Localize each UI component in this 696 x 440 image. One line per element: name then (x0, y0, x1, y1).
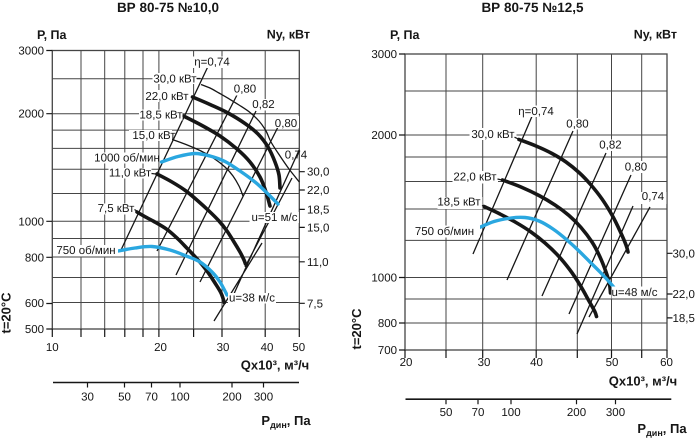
svg-text:50: 50 (292, 342, 305, 354)
svg-text:600: 600 (25, 298, 44, 310)
svg-text:50: 50 (440, 407, 453, 419)
svg-text:1000: 1000 (18, 216, 44, 228)
svg-text:15,0 кВт: 15,0 кВт (132, 130, 176, 142)
svg-text:3000: 3000 (18, 46, 44, 58)
svg-text:40: 40 (530, 357, 543, 369)
svg-text:300: 300 (254, 392, 273, 404)
svg-text:t=20°C: t=20°C (0, 292, 14, 334)
svg-text:20: 20 (154, 342, 167, 354)
svg-text:u=48 м/с: u=48 м/с (612, 287, 658, 299)
svg-text:0,82: 0,82 (599, 140, 621, 152)
svg-text:800: 800 (25, 252, 44, 264)
svg-text:0,80: 0,80 (625, 162, 647, 174)
svg-text:0,80: 0,80 (566, 119, 588, 131)
svg-text:22,0: 22,0 (673, 289, 695, 301)
svg-text:20: 20 (400, 357, 413, 369)
svg-text:u=51 м/с: u=51 м/с (252, 212, 298, 224)
svg-text:0,80: 0,80 (275, 118, 297, 130)
svg-text:7,5: 7,5 (307, 298, 323, 310)
svg-text:22,0 кВт: 22,0 кВт (453, 172, 497, 184)
svg-text:700: 700 (378, 345, 397, 357)
svg-text:70: 70 (472, 407, 485, 419)
svg-text:50: 50 (118, 392, 131, 404)
svg-text:1000 об/мин: 1000 об/мин (94, 153, 160, 165)
svg-text:30,0 кВт: 30,0 кВт (153, 73, 197, 85)
svg-text:300: 300 (606, 407, 625, 419)
svg-text:18,5: 18,5 (307, 204, 329, 216)
svg-text:ВР 80-75 №12,5: ВР 80-75 №12,5 (481, 0, 584, 15)
svg-text:Ny, кВт: Ny, кВт (267, 28, 310, 42)
svg-text:η=0,74: η=0,74 (194, 57, 230, 69)
svg-text:18,5 кВт: 18,5 кВт (139, 110, 183, 122)
svg-text:Qх10³, м³/ч: Qх10³, м³/ч (609, 374, 677, 389)
svg-text:750 об/мин: 750 об/мин (56, 245, 115, 257)
svg-text:18,5: 18,5 (673, 313, 695, 325)
svg-text:18,5 кВт: 18,5 кВт (437, 197, 481, 209)
svg-text:Ny, кВт: Ny, кВт (634, 28, 677, 42)
svg-text:500: 500 (25, 324, 44, 336)
svg-text:22,0: 22,0 (307, 185, 329, 197)
svg-text:Р, Па: Р, Па (390, 28, 421, 42)
svg-text:30: 30 (81, 392, 94, 404)
svg-text:Рдин, Па: Рдин, Па (637, 421, 687, 438)
svg-text:750 об/мин: 750 об/мин (415, 226, 474, 238)
svg-text:η=0,74: η=0,74 (518, 106, 554, 118)
svg-text:200: 200 (222, 392, 241, 404)
svg-text:30: 30 (217, 342, 230, 354)
svg-text:2000: 2000 (371, 130, 397, 142)
svg-text:2000: 2000 (18, 109, 44, 121)
svg-text:0,80: 0,80 (234, 84, 256, 96)
svg-text:Р, Па: Р, Па (37, 28, 68, 42)
svg-text:11,0: 11,0 (307, 257, 329, 269)
svg-text:t=20°C: t=20°C (349, 308, 364, 350)
svg-text:30,0 кВт: 30,0 кВт (471, 129, 515, 141)
svg-text:15,0: 15,0 (307, 222, 329, 234)
svg-text:10: 10 (46, 342, 59, 354)
svg-text:70: 70 (145, 392, 158, 404)
svg-text:7,5 кВт: 7,5 кВт (98, 203, 136, 215)
svg-text:22,0 кВт: 22,0 кВт (145, 91, 189, 103)
svg-text:200: 200 (567, 407, 586, 419)
svg-text:30: 30 (478, 357, 491, 369)
svg-text:0,74: 0,74 (642, 191, 665, 203)
svg-text:Рдин, Па: Рдин, Па (261, 413, 311, 430)
svg-text:11,0 кВт: 11,0 кВт (109, 168, 152, 180)
svg-text:ВР 80-75 №10,0: ВР 80-75 №10,0 (117, 0, 219, 15)
svg-text:1000: 1000 (371, 273, 397, 285)
svg-text:800: 800 (378, 318, 397, 330)
svg-text:0,82: 0,82 (252, 99, 274, 111)
svg-text:30,0: 30,0 (307, 167, 329, 179)
svg-text:60: 60 (660, 357, 673, 369)
svg-text:3000: 3000 (371, 49, 397, 61)
svg-text:50: 50 (606, 357, 619, 369)
svg-text:100: 100 (170, 392, 189, 404)
svg-text:Qх10³, м³/ч: Qх10³, м³/ч (241, 358, 309, 373)
svg-text:30,0: 30,0 (673, 248, 695, 260)
svg-text:0,74: 0,74 (285, 150, 308, 162)
svg-text:100: 100 (501, 407, 520, 419)
svg-text:40: 40 (261, 342, 274, 354)
svg-text:u=38 м/с: u=38 м/с (229, 293, 275, 305)
